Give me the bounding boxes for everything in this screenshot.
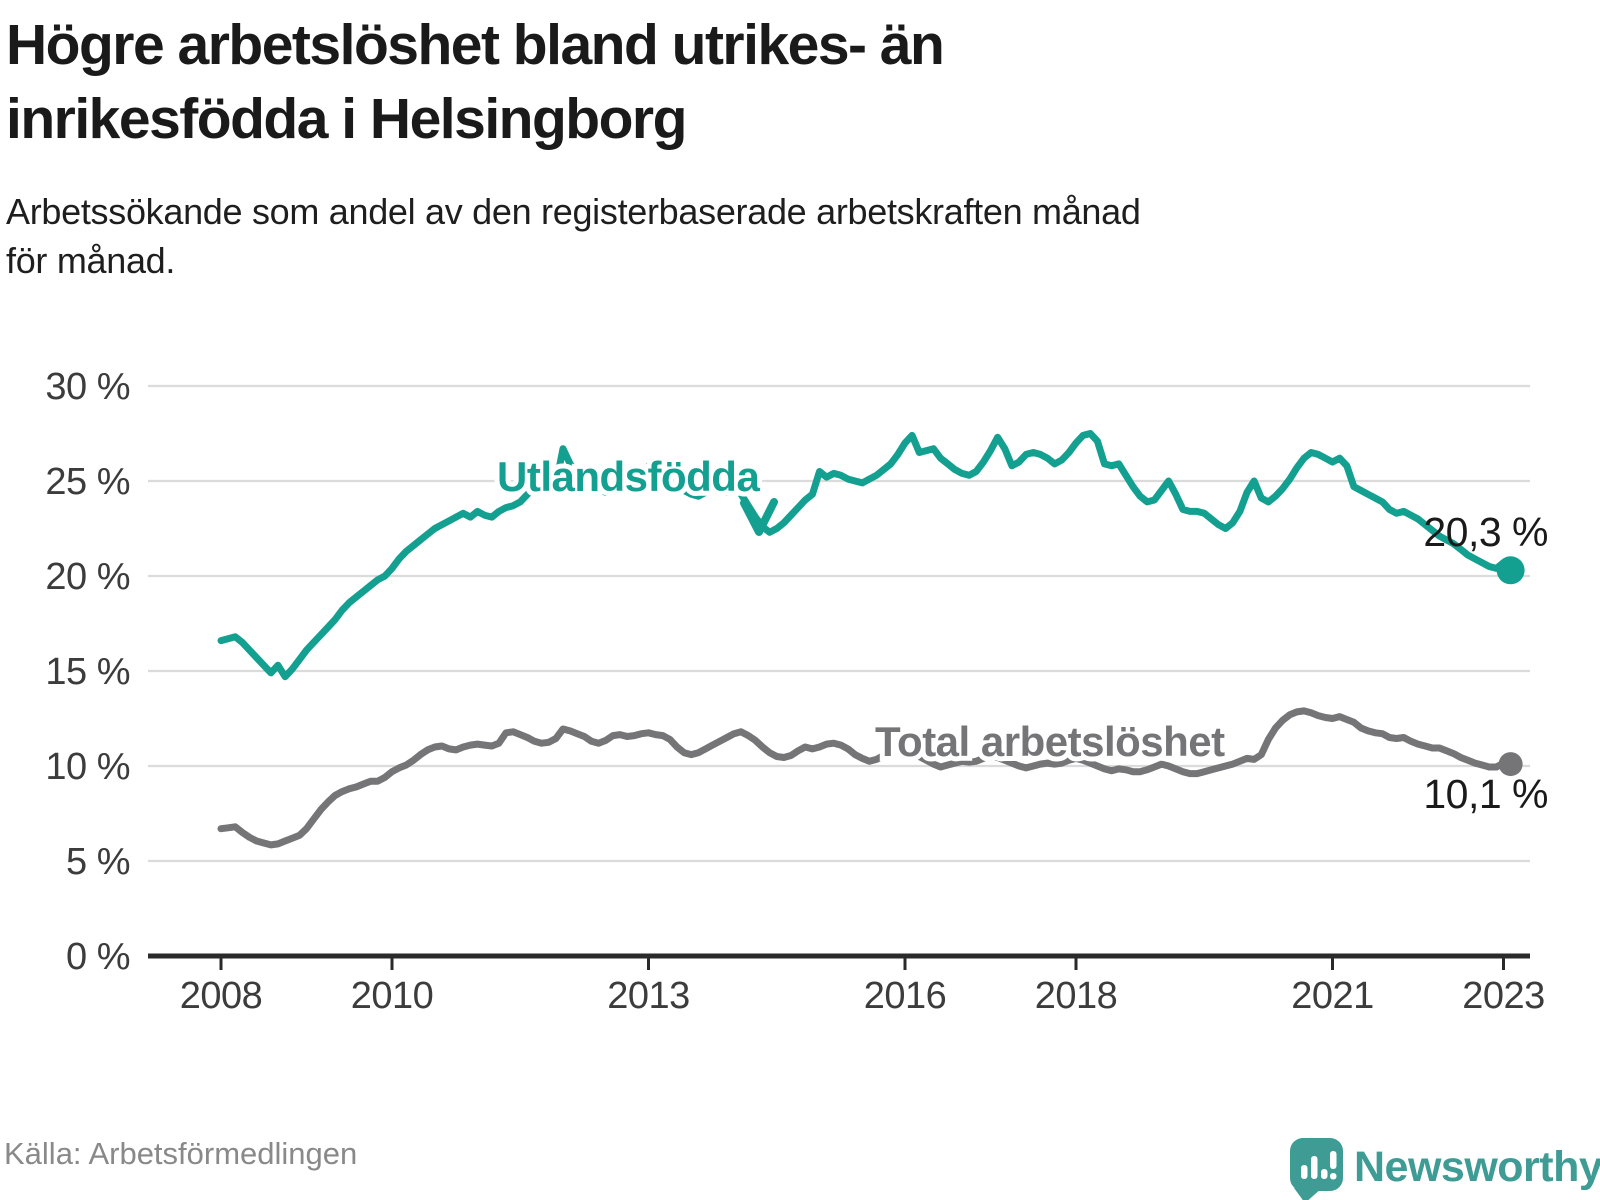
x-tick-label: 2023 bbox=[1462, 975, 1545, 1017]
y-tick-label: 10 % bbox=[45, 746, 130, 788]
series-end-dot-utlandsfodda bbox=[1496, 556, 1525, 585]
logo-pin-tail bbox=[1294, 1188, 1322, 1200]
x-axis-tick-labels: 2008 2010 2013 2016 2018 2021 2023 bbox=[180, 975, 1546, 1017]
x-tick-label: 2010 bbox=[351, 975, 434, 1017]
y-axis-labels: 0 % 5 % 10 % 15 % 20 % 25 % 30 % bbox=[45, 366, 130, 978]
series-end-dots bbox=[1496, 556, 1525, 777]
title-line-1: Högre arbetslöshet bland utrikes- än bbox=[6, 13, 945, 77]
y-tick-label: 20 % bbox=[45, 556, 130, 598]
series-label-utlandsfodda: Utlandsfödda bbox=[497, 453, 760, 500]
x-tick-label: 2021 bbox=[1291, 975, 1374, 1017]
chart-subtitle: Arbetssökande som andel av den registerb… bbox=[6, 188, 1141, 286]
newsworthy-logo: Newsworthy bbox=[1290, 1138, 1600, 1200]
series-label-total: Total arbetslöshet bbox=[875, 718, 1225, 765]
title-line-2: inrikesfödda i Helsingborg bbox=[6, 87, 687, 152]
logo-bar-2 bbox=[1311, 1156, 1318, 1179]
x-axis-ticks bbox=[219, 956, 1505, 970]
x-tick-label: 2008 bbox=[180, 975, 263, 1017]
y-tick-label: 0 % bbox=[66, 936, 130, 978]
logo-bar-3 bbox=[1321, 1169, 1328, 1179]
x-tick-label: 2016 bbox=[864, 975, 947, 1017]
source-note: Källa: Arbetsförmedlingen bbox=[4, 1136, 358, 1171]
utlandsfodda-arrow-icon bbox=[740, 498, 778, 536]
page-title: Högre arbetslöshet bland utrikes- än inr… bbox=[6, 8, 945, 156]
series-line-total bbox=[217, 707, 1515, 849]
logo-exclaim-dot bbox=[1330, 1173, 1337, 1180]
y-tick-label: 25 % bbox=[45, 461, 130, 503]
subtitle-line-1: Arbetssökande som andel av den registerb… bbox=[6, 191, 1141, 232]
series-end-dot-total bbox=[1498, 752, 1523, 777]
y-tick-label: 30 % bbox=[45, 366, 130, 408]
end-value-total: 10,1 % bbox=[1423, 771, 1548, 817]
series-lines bbox=[217, 430, 1515, 849]
subtitle-line-2: för månad. bbox=[6, 239, 176, 281]
y-tick-label: 5 % bbox=[66, 841, 130, 883]
gridlines bbox=[148, 384, 1530, 863]
brand-name: Newsworthy bbox=[1354, 1143, 1600, 1191]
x-tick-label: 2013 bbox=[607, 975, 690, 1017]
logo-exclaim-bar bbox=[1330, 1151, 1337, 1169]
x-tick-label: 2018 bbox=[1035, 975, 1118, 1017]
series-line-utlandsfodda bbox=[217, 430, 1515, 681]
end-value-utlandsfodda: 20,3 % bbox=[1423, 509, 1548, 555]
logo-bar-1 bbox=[1301, 1165, 1308, 1179]
y-tick-label: 15 % bbox=[45, 651, 130, 693]
